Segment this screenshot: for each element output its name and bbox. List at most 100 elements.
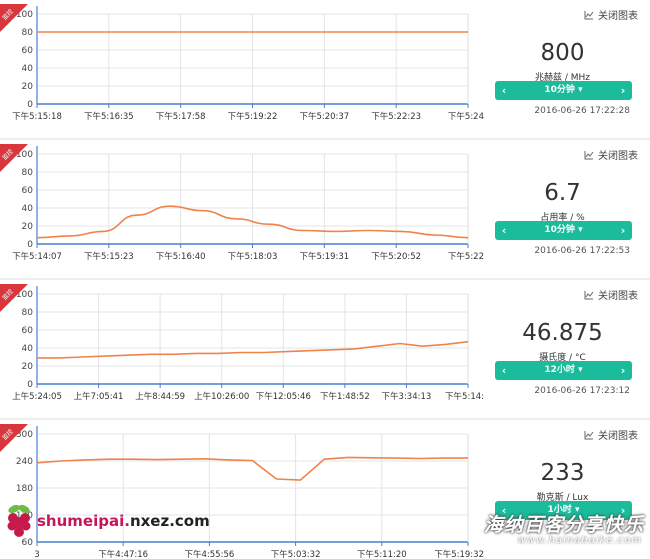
panel-divider [0, 418, 650, 420]
series-line [37, 342, 468, 358]
y-tick-label: 40 [22, 204, 34, 214]
update-timestamp: 2016-06-26 17:22:53 [490, 246, 630, 256]
prev-range-button[interactable]: ‹ [495, 361, 513, 380]
chart-icon [584, 430, 594, 440]
x-tick-label: 下午5:24 [448, 111, 484, 122]
x-tick-label: 下午5:20:52 [371, 251, 421, 262]
close-chart-button[interactable]: 关闭图表 [584, 427, 638, 442]
y-tick-label: 60 [22, 326, 34, 336]
x-tick-label: 下午5:22:23 [371, 111, 421, 122]
y-tick-label: 60 [22, 46, 34, 56]
current-value: 233 [490, 460, 635, 486]
close-chart-label: 关闭图表 [598, 7, 638, 22]
y-tick-label: 20 [22, 222, 34, 232]
x-tick-label: 下午5:19:22 [228, 111, 278, 122]
x-tick-label: 下午5:22 [448, 251, 484, 262]
y-tick-label: 40 [22, 344, 34, 354]
watermark-url: www.hainabaike.com [517, 535, 642, 546]
current-value: 6.7 [490, 180, 635, 206]
chart-icon [584, 290, 594, 300]
time-range-value: 10分钟 [544, 225, 575, 235]
time-range-control: ‹10分钟 ▾› [495, 81, 632, 100]
x-tick-label: 下午5:16:40 [156, 251, 206, 262]
x-tick-label: 下午5:16:35 [84, 111, 134, 122]
close-chart-button[interactable]: 关闭图表 [584, 7, 638, 22]
y-tick-label: 40 [22, 64, 34, 74]
next-range-button[interactable]: › [614, 221, 632, 240]
time-range-select[interactable]: 12小时 ▾ [513, 361, 614, 380]
y-tick-label: 60 [22, 186, 34, 196]
next-range-button[interactable]: › [614, 361, 632, 380]
y-tick-label: 80 [22, 308, 34, 318]
x-tick-label: 下午5:14: [445, 391, 484, 402]
x-tick-label: 下午5:18:03 [228, 251, 278, 262]
y-tick-label: 240 [16, 457, 33, 467]
time-range-value: 12小时 [544, 365, 575, 375]
x-tick-label: 下午5:15:18 [12, 111, 62, 122]
x-tick-label: 下午5:15:23 [84, 251, 134, 262]
time-range-control: ‹10分钟 ▾› [495, 221, 632, 240]
x-tick-label: 下午12:05:46 [256, 391, 311, 402]
y-tick-label: 80 [22, 168, 34, 178]
current-value: 46.875 [490, 320, 635, 346]
panel-divider [0, 278, 650, 280]
x-tick-label: 3 [34, 550, 39, 559]
x-tick-label: 下午5:11:20 [357, 549, 407, 559]
close-chart-label: 关闭图表 [598, 147, 638, 162]
caret-down-icon: ▾ [578, 365, 583, 375]
next-range-button[interactable]: › [614, 81, 632, 100]
prev-range-button[interactable]: ‹ [495, 221, 513, 240]
y-tick-label: 80 [22, 28, 34, 38]
site-logo: shumeipai.nxez.com [4, 504, 210, 538]
x-tick-label: 下午5:19:31 [299, 251, 349, 262]
close-chart-label: 关闭图表 [598, 427, 638, 442]
y-tick-label: 180 [16, 484, 33, 494]
y-tick-label: 20 [22, 362, 34, 372]
prev-range-button[interactable]: ‹ [495, 81, 513, 100]
update-timestamp: 2016-06-26 17:22:28 [490, 106, 630, 116]
x-tick-label: 下午5:19:32 [434, 549, 484, 559]
x-tick-label: 下午4:47:16 [98, 549, 148, 559]
x-tick-label: 下午3:34:13 [382, 391, 432, 402]
caret-down-icon: ▾ [578, 85, 583, 95]
x-tick-label: 下午1:48:52 [320, 391, 370, 402]
x-tick-label: 下午5:14:07 [12, 251, 62, 262]
chart-icon [584, 150, 594, 160]
y-tick-label: 0 [27, 380, 33, 390]
update-timestamp: 2016-06-26 17:23:12 [490, 386, 630, 396]
time-range-control: ‹12小时 ▾› [495, 361, 632, 380]
panel-divider [0, 138, 650, 140]
time-range-select[interactable]: 10分钟 ▾ [513, 81, 614, 100]
x-tick-label: 上午10:26:00 [194, 391, 249, 402]
x-tick-label: 上午8:44:59 [135, 391, 185, 402]
close-chart-button[interactable]: 关闭图表 [584, 147, 638, 162]
raspberry-icon [4, 504, 34, 538]
x-tick-label: 下午5:03:32 [271, 549, 321, 559]
watermark: 海纳百客分享快乐 [484, 510, 644, 537]
line-chart: 601201802403003下午4:47:16下午4:55:56下午5:03:… [0, 424, 490, 559]
caret-down-icon: ▾ [578, 225, 583, 235]
y-tick-label: 60 [22, 538, 34, 548]
time-range-value: 10分钟 [544, 85, 575, 95]
x-tick-label: 下午5:17:58 [156, 111, 206, 122]
close-chart-label: 关闭图表 [598, 287, 638, 302]
y-tick-label: 20 [22, 82, 34, 92]
y-tick-label: 0 [27, 240, 33, 250]
x-tick-label: 下午5:20:37 [299, 111, 349, 122]
chart-icon [584, 10, 594, 20]
x-tick-label: 上午7:05:41 [74, 391, 124, 402]
time-range-select[interactable]: 10分钟 ▾ [513, 221, 614, 240]
current-value: 800 [490, 40, 635, 66]
x-tick-label: 下午4:55:56 [185, 549, 235, 559]
close-chart-button[interactable]: 关闭图表 [584, 287, 638, 302]
y-tick-label: 0 [27, 100, 33, 110]
site-name: shumeipai.nxez.com [37, 512, 210, 530]
